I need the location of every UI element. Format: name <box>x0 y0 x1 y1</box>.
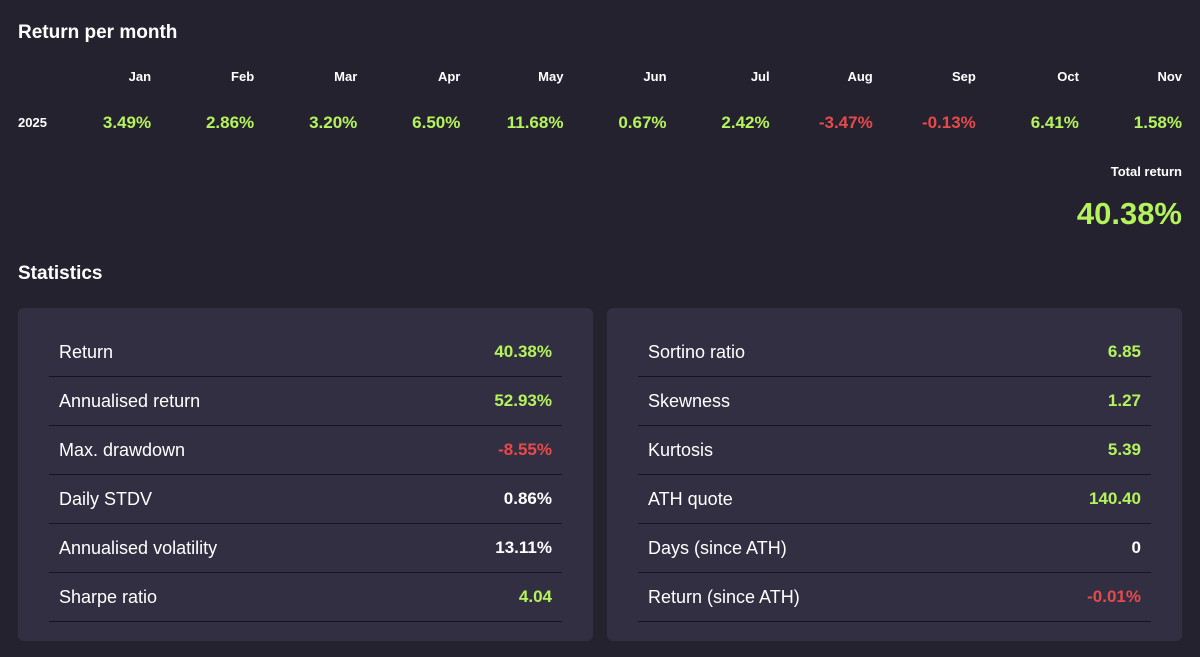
month-header: Apr <box>437 69 461 84</box>
year-label: 2025 <box>18 115 47 130</box>
month-return-value: 3.49% <box>102 113 152 132</box>
stat-label: Return <box>59 341 114 362</box>
statistics-panel-right: Sortino ratio 6.85 Skewness 1.27 Kurtosis 5.3… <box>607 308 1182 641</box>
stat-label: Daily STDV <box>59 488 153 509</box>
stat-value: 4.04 <box>518 587 552 606</box>
month-return-value: -0.13% <box>921 113 976 132</box>
stat-value: 140.40 <box>1089 489 1141 508</box>
stat-label: ATH quote <box>648 488 733 509</box>
stat-value: 0 <box>1131 538 1141 557</box>
stat-row: Sortino ratio 6.85 <box>638 328 1151 377</box>
month-header: Aug <box>847 69 873 84</box>
stat-row: Return (since ATH) -0.01% <box>638 573 1151 622</box>
stat-row: Days (since ATH) 0 <box>638 524 1151 573</box>
month-header: Mar <box>334 69 358 84</box>
month-header: May <box>538 69 564 84</box>
stat-label: Sortino ratio <box>648 341 746 362</box>
monthly-returns-table: Jan Feb Mar Apr May Jun Jul Aug Sep Oct Nov 2025 3.4… <box>18 66 1182 158</box>
month-header: Oct <box>1057 69 1079 84</box>
stat-row: Kurtosis 5.39 <box>638 426 1151 475</box>
stat-row: Skewness 1.27 <box>638 377 1151 426</box>
month-return-value: 1.58% <box>1133 113 1182 132</box>
statistics-panel-left: Return 40.38% Annualised return 52.93% Max. … <box>18 308 593 641</box>
month-return-value: 6.41% <box>1030 113 1079 132</box>
total-return-value: 40.38% <box>1076 196 1182 231</box>
stat-value: -8.55% <box>498 440 552 459</box>
stat-value: 0.86% <box>503 489 552 508</box>
stat-value: 1.27 <box>1107 391 1141 410</box>
month-return-value: 2.42% <box>721 113 770 132</box>
stat-row: Annualised volatility 13.11% <box>49 524 562 573</box>
stat-label: Sharpe ratio <box>59 586 158 607</box>
stat-row: Return 40.38% <box>49 328 562 377</box>
stat-row: ATH quote 140.40 <box>638 475 1151 524</box>
month-header: Jan <box>128 69 152 84</box>
stat-label: Max. drawdown <box>59 439 186 460</box>
month-header: Feb <box>231 69 255 84</box>
stat-value: 6.85 <box>1107 342 1141 361</box>
stat-label: Annualised return <box>59 390 201 411</box>
statistics-title: Statistics <box>18 263 103 284</box>
stat-label: Return (since ATH) <box>648 586 800 607</box>
month-return-value: 11.68% <box>506 113 564 132</box>
stat-label: Days (since ATH) <box>648 537 787 558</box>
stat-row: Sharpe ratio 4.04 <box>49 573 562 622</box>
stat-row: Annualised return 52.93% <box>49 377 562 426</box>
month-header: Jul <box>750 69 770 84</box>
stat-row: Daily STDV 0.86% <box>49 475 562 524</box>
month-return-value: 6.50% <box>412 113 461 132</box>
stat-label: Kurtosis <box>648 439 714 460</box>
month-return-value: -3.47% <box>818 113 873 132</box>
total-return-label: Total return <box>1110 164 1182 179</box>
stat-value: 13.11% <box>495 538 552 557</box>
month-header: Nov <box>1157 69 1182 84</box>
year-column-header <box>18 66 48 88</box>
month-header: Jun <box>643 69 667 84</box>
stat-label: Skewness <box>648 390 731 411</box>
stat-value: 5.39 <box>1107 440 1141 459</box>
month-header: Sep <box>951 69 976 84</box>
month-return-value: 0.67% <box>618 113 667 132</box>
stat-value: 52.93% <box>494 391 552 410</box>
month-return-value: 2.86% <box>205 113 255 132</box>
stat-value: -0.01% <box>1087 587 1141 606</box>
stat-row: Max. drawdown -8.55% <box>49 426 562 475</box>
stat-value: 40.38% <box>494 342 552 361</box>
stat-label: Annualised volatility <box>59 537 218 558</box>
return-per-month-title: Return per month <box>18 22 178 43</box>
month-return-value: 3.20% <box>309 113 358 132</box>
